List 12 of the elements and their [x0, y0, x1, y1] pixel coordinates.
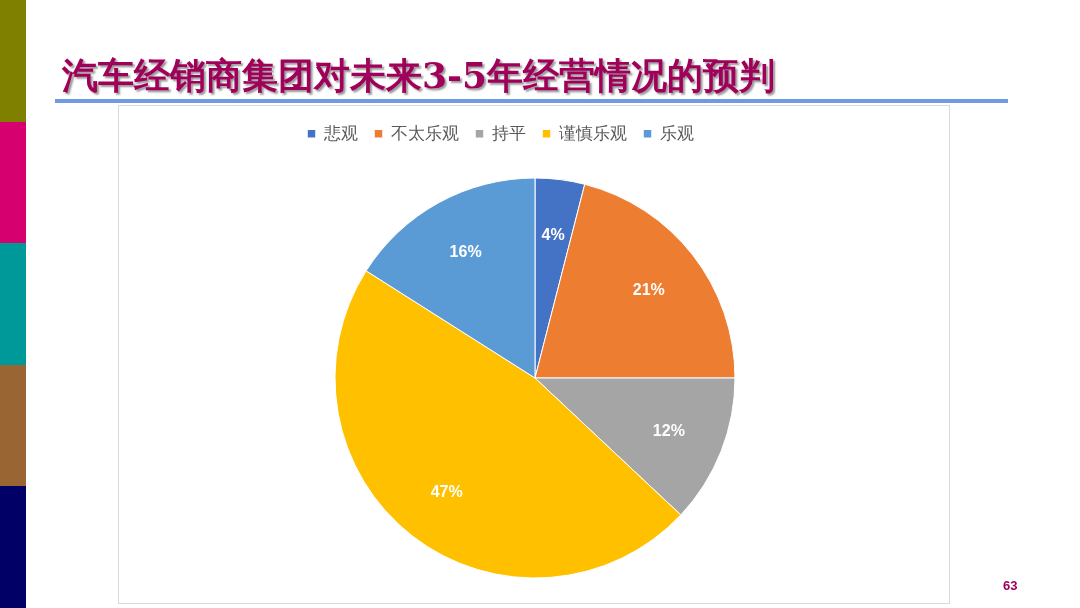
- legend-label: 不太乐观: [391, 122, 459, 143]
- legend-label: 乐观: [660, 122, 694, 143]
- legend-label: 悲观: [323, 122, 358, 143]
- data-label: 21%: [632, 280, 665, 298]
- legend-label: 谨慎乐观: [559, 122, 627, 143]
- data-label: 16%: [449, 242, 482, 260]
- data-label: 47%: [430, 482, 463, 500]
- chart-title: 汽车经销商集团对未来3-5年经营情况的预判: [62, 53, 776, 98]
- text: 63: [1003, 578, 1018, 593]
- data-label: 4%: [541, 226, 565, 244]
- legend-label: 持平: [492, 122, 526, 143]
- data-label: 12%: [652, 422, 685, 440]
